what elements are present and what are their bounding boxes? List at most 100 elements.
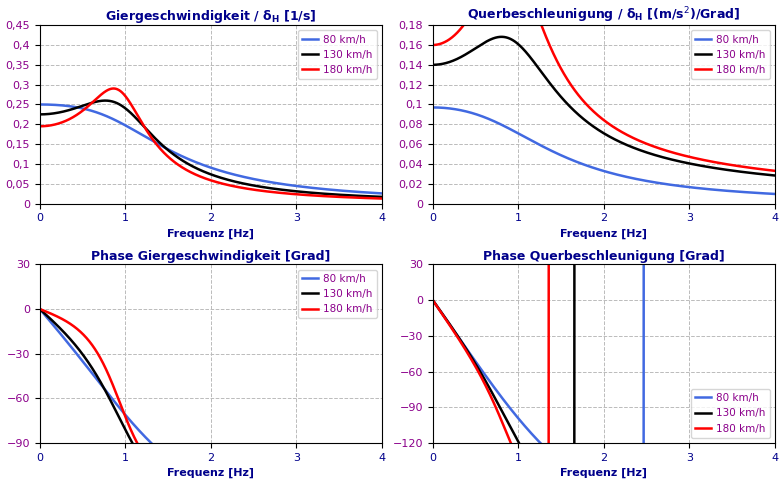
130 km/h	[698, 136, 707, 141]
130 km/h	[594, 128, 604, 134]
180 km/h	[595, 122, 604, 128]
130 km/h	[586, 121, 595, 127]
130 km/h	[193, 166, 202, 172]
Legend: 80 km/h, 130 km/h, 180 km/h: 80 km/h, 130 km/h, 180 km/h	[691, 389, 770, 438]
80 km/h	[698, 186, 707, 192]
80 km/h	[193, 476, 202, 482]
130 km/h	[760, 146, 770, 151]
Line: 80 km/h: 80 km/h	[40, 309, 382, 484]
80 km/h	[305, 184, 314, 190]
Line: 80 km/h: 80 km/h	[40, 105, 382, 194]
130 km/h	[760, 172, 770, 178]
180 km/h	[760, 158, 770, 164]
180 km/h	[377, 481, 387, 484]
80 km/h	[760, 119, 770, 125]
180 km/h	[760, 167, 770, 173]
130 km/h	[368, 194, 377, 199]
Line: 80 km/h: 80 km/h	[433, 107, 775, 194]
130 km/h	[595, 100, 604, 106]
Title: Phase Querbeschleunigung [Grad]: Phase Querbeschleunigung [Grad]	[483, 250, 724, 263]
X-axis label: Frequenz [Hz]: Frequenz [Hz]	[561, 229, 648, 239]
Legend: 80 km/h, 130 km/h, 180 km/h: 80 km/h, 130 km/h, 180 km/h	[298, 270, 377, 318]
130 km/h	[305, 190, 314, 196]
130 km/h	[53, 110, 62, 116]
Line: 130 km/h: 130 km/h	[40, 101, 382, 197]
130 km/h	[428, 62, 437, 68]
180 km/h	[368, 196, 377, 201]
180 km/h	[428, 42, 437, 48]
130 km/h	[100, 98, 110, 104]
130 km/h	[760, 172, 770, 178]
80 km/h	[53, 102, 62, 108]
Line: 180 km/h: 180 km/h	[433, 0, 775, 171]
180 km/h	[368, 482, 377, 484]
130 km/h	[497, 34, 506, 40]
80 km/h	[368, 190, 377, 196]
180 km/h	[368, 196, 377, 201]
180 km/h	[594, 114, 604, 120]
X-axis label: Frequenz [Hz]: Frequenz [Hz]	[168, 468, 255, 479]
Line: 130 km/h: 130 km/h	[433, 37, 775, 176]
Line: 180 km/h: 180 km/h	[433, 86, 775, 484]
130 km/h	[201, 170, 211, 176]
130 km/h	[53, 323, 62, 329]
180 km/h	[698, 150, 707, 155]
180 km/h	[770, 159, 779, 165]
80 km/h	[760, 119, 770, 125]
130 km/h	[445, 322, 455, 328]
80 km/h	[193, 160, 202, 166]
Line: 130 km/h: 130 km/h	[40, 309, 382, 484]
Line: 80 km/h: 80 km/h	[433, 86, 775, 484]
80 km/h	[639, 83, 648, 89]
130 km/h	[770, 173, 779, 179]
130 km/h	[570, 83, 579, 89]
130 km/h	[377, 194, 387, 200]
80 km/h	[428, 105, 437, 110]
130 km/h	[428, 297, 437, 303]
180 km/h	[201, 176, 211, 182]
130 km/h	[368, 194, 377, 199]
80 km/h	[445, 322, 455, 328]
80 km/h	[586, 482, 595, 484]
Line: 130 km/h: 130 km/h	[433, 86, 775, 484]
130 km/h	[698, 163, 707, 169]
80 km/h	[770, 121, 779, 127]
80 km/h	[445, 106, 455, 111]
130 km/h	[770, 147, 779, 153]
180 km/h	[368, 482, 377, 484]
80 km/h	[201, 163, 211, 169]
Legend: 80 km/h, 130 km/h, 180 km/h: 80 km/h, 130 km/h, 180 km/h	[298, 30, 377, 79]
80 km/h	[53, 327, 62, 333]
80 km/h	[760, 191, 769, 197]
180 km/h	[35, 306, 45, 312]
Title: Phase Giergeschwindigkeit [Grad]: Phase Giergeschwindigkeit [Grad]	[91, 250, 331, 263]
180 km/h	[305, 192, 314, 198]
180 km/h	[586, 117, 595, 123]
180 km/h	[760, 158, 770, 164]
X-axis label: Frequenz [Hz]: Frequenz [Hz]	[561, 468, 648, 479]
Title: Querbeschleunigung / $\mathbf{\delta_H}$ [(m/s$^2$)/Grad]: Querbeschleunigung / $\mathbf{\delta_H}$…	[467, 5, 740, 25]
130 km/h	[760, 146, 770, 152]
180 km/h	[35, 123, 45, 129]
Legend: 80 km/h, 130 km/h, 180 km/h: 80 km/h, 130 km/h, 180 km/h	[691, 30, 770, 79]
80 km/h	[35, 306, 45, 312]
X-axis label: Frequenz [Hz]: Frequenz [Hz]	[168, 229, 255, 239]
80 km/h	[201, 482, 211, 484]
180 km/h	[377, 196, 387, 201]
180 km/h	[586, 106, 595, 111]
Line: 180 km/h: 180 km/h	[40, 309, 382, 484]
180 km/h	[770, 168, 779, 174]
80 km/h	[35, 102, 45, 107]
80 km/h	[770, 191, 779, 197]
130 km/h	[586, 95, 595, 101]
Title: Giergeschwindigkeit / $\mathbf{\delta_H}$ [1/s]: Giergeschwindigkeit / $\mathbf{\delta_H}…	[105, 8, 317, 25]
180 km/h	[53, 314, 62, 319]
180 km/h	[428, 297, 437, 303]
Line: 180 km/h: 180 km/h	[40, 89, 382, 198]
180 km/h	[109, 86, 118, 91]
80 km/h	[760, 191, 770, 197]
80 km/h	[586, 164, 595, 169]
80 km/h	[377, 191, 387, 197]
180 km/h	[760, 167, 770, 173]
180 km/h	[544, 83, 554, 89]
